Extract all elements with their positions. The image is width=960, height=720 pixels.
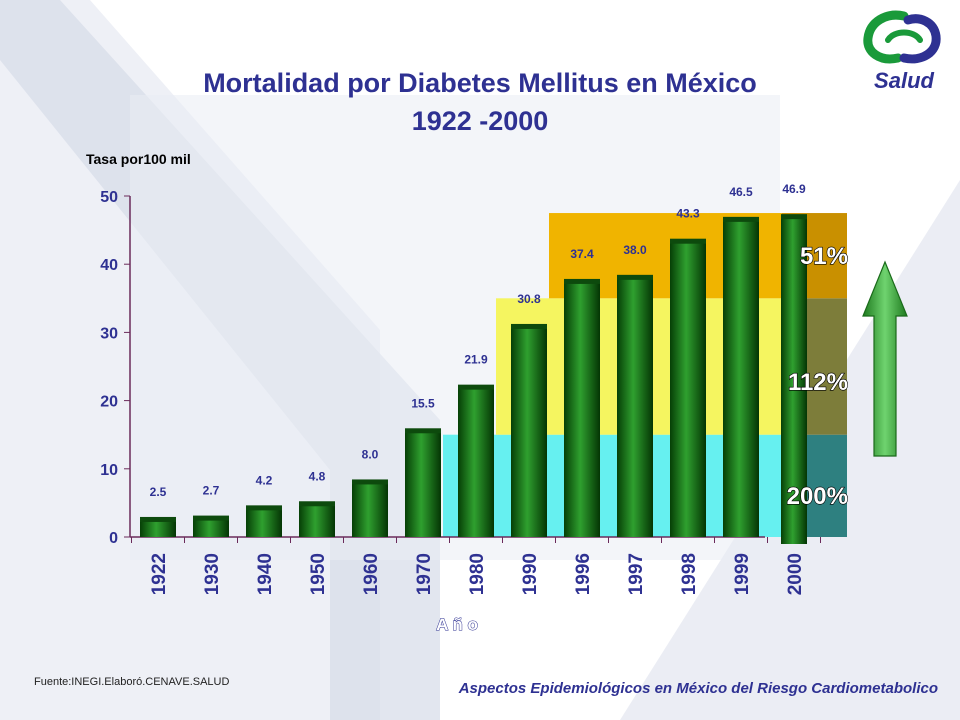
- source-note: Fuente:INEGI.Elaboró.CENAVE.SALUD: [34, 676, 230, 688]
- value-label-1980: 21.9: [464, 353, 488, 367]
- y-tick-label: 50: [100, 189, 118, 206]
- y-tick-label: 30: [100, 325, 118, 342]
- category-label-1996: 1996: [573, 553, 594, 595]
- bar-1922: [140, 519, 176, 537]
- bar-1940: [246, 508, 282, 537]
- bar-cap-1922: [140, 516, 176, 522]
- chart-title: Mortalidad por Diabetes Mellitus en Méxi…: [203, 68, 757, 98]
- value-label-1990: 30.8: [517, 292, 541, 306]
- bar-1998: [670, 241, 706, 537]
- bar-1980: [458, 387, 494, 537]
- bar-cap-1940: [246, 505, 282, 511]
- y-tick-label: 0: [109, 530, 118, 547]
- bar-1990: [511, 326, 547, 537]
- value-label-1930: 2.7: [203, 484, 220, 498]
- category-label-1999: 1999: [732, 553, 753, 595]
- bar-1960: [352, 482, 388, 537]
- bar-1950: [299, 504, 335, 537]
- value-label-2000: 46.9: [782, 182, 806, 196]
- bar-cap-1980: [458, 384, 494, 390]
- category-label-1960: 1960: [361, 553, 382, 595]
- category-label-1997: 1997: [626, 553, 647, 595]
- category-label-1990: 1990: [520, 553, 541, 595]
- y-tick-label: 40: [100, 257, 118, 274]
- category-label-1950: 1950: [308, 553, 329, 595]
- value-label-1998: 43.3: [676, 207, 700, 221]
- logo-text: Salud: [874, 68, 934, 93]
- bar-cap-1998: [670, 238, 706, 244]
- value-label-1970: 15.5: [411, 396, 435, 410]
- category-label-2000: 2000: [785, 553, 806, 595]
- category-label-1970: 1970: [414, 553, 435, 595]
- category-label-1998: 1998: [679, 553, 700, 595]
- value-label-1960: 8.0: [362, 447, 379, 461]
- bar-1999: [723, 219, 759, 537]
- x-axis-title: A ñ o: [436, 615, 478, 634]
- chart-subtitle-years: 1922 -2000: [411, 106, 549, 136]
- y-tick-label: 10: [100, 462, 118, 479]
- value-label-1997: 38.0: [623, 243, 647, 257]
- bar-cap-1997: [617, 274, 653, 280]
- increase-arrow-icon: [862, 260, 908, 457]
- bar-2000: [781, 217, 807, 544]
- bar-1997: [617, 277, 653, 537]
- category-label-1922: 1922: [149, 553, 170, 595]
- y-axis-title: Tasa por100 mil: [86, 151, 191, 167]
- bar-1930: [193, 518, 229, 537]
- bar-cap-1996: [564, 278, 600, 284]
- value-label-1940: 4.2: [256, 473, 273, 487]
- bar-cap-1930: [193, 515, 229, 521]
- band-label-112pct: 112%: [788, 369, 848, 396]
- slide-caption: Aspectos Epidemiológicos en México del R…: [458, 680, 938, 697]
- category-label-1940: 1940: [255, 553, 276, 595]
- bar-cap-1970: [405, 428, 441, 434]
- band-label-51pct: 51%: [800, 243, 848, 270]
- value-label-1996: 37.4: [570, 247, 594, 261]
- bar-1970: [405, 431, 441, 537]
- bar-cap-1960: [352, 479, 388, 485]
- bar-1996: [564, 281, 600, 537]
- bar-cap-1999: [723, 216, 759, 222]
- value-label-1950: 4.8: [309, 469, 326, 483]
- category-label-1980: 1980: [467, 553, 488, 595]
- bar-cap-1990: [511, 323, 547, 329]
- value-label-1922: 2.5: [150, 485, 167, 499]
- bar-cap-1950: [299, 501, 335, 507]
- band-label-200pct: 200%: [787, 483, 848, 510]
- value-label-1999: 46.5: [729, 185, 753, 199]
- y-tick-label: 20: [100, 394, 118, 411]
- salud-logo: Salud: [858, 8, 950, 94]
- bar-cap-2000: [781, 214, 807, 220]
- category-label-1930: 1930: [202, 553, 223, 595]
